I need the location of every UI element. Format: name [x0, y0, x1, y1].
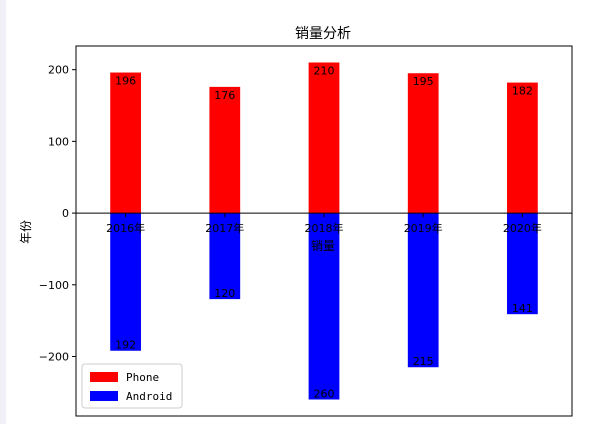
- legend-swatch-phone: [90, 372, 118, 382]
- data-label-phone-1: 176: [214, 89, 235, 102]
- x-axis-label: 销量: [311, 239, 335, 253]
- y-tick-label-3: −100: [39, 279, 69, 292]
- x-tick-label-2: 2018年: [305, 221, 344, 235]
- bar-android-3: [407, 213, 439, 368]
- data-label-phone-4: 182: [512, 85, 533, 98]
- legend-label-phone: Phone: [126, 371, 159, 384]
- plot-frame: [75, 45, 573, 417]
- data-label-phone-0: 196: [115, 75, 136, 88]
- x-tick-label-3: 2019年: [404, 221, 443, 235]
- legend-label-android: Android: [126, 390, 172, 403]
- bar-android-2: [308, 213, 340, 400]
- data-label-android-2: 260: [314, 388, 335, 401]
- bar-phone-4: [507, 82, 538, 214]
- bar-android-1: [209, 213, 241, 300]
- data-label-android-1: 120: [214, 287, 235, 300]
- data-label-android-4: 141: [512, 302, 533, 315]
- bar-android-0: [110, 213, 141, 351]
- y-tick-label-0: 200: [48, 64, 69, 77]
- plot-area: 196 176 210 195 182 192 120 260 215 141 2016年 2017年…: [39, 45, 573, 417]
- y-tick-label-2: 0: [62, 207, 69, 220]
- legend: Phone Android: [81, 363, 183, 409]
- bar-phone-3: [407, 73, 439, 214]
- chart-title: 销量分析: [295, 26, 351, 42]
- data-label-phone-2: 210: [314, 64, 335, 77]
- x-tick-label-1: 2017年: [205, 221, 244, 235]
- y-tick-label-1: 100: [48, 135, 69, 148]
- x-tick-label-0: 2016年: [106, 221, 145, 235]
- x-tick-label-4: 2020年: [503, 221, 542, 235]
- window-edge: [0, 0, 6, 424]
- y-tick-label-4: −200: [39, 350, 69, 363]
- bar-phone-0: [110, 72, 141, 214]
- bar-android-4: [507, 213, 538, 315]
- y-axis-label: 年份: [19, 220, 33, 244]
- data-label-android-0: 192: [115, 339, 136, 352]
- bar-phone-1: [209, 86, 241, 214]
- data-label-android-3: 215: [413, 355, 434, 368]
- legend-swatch-android: [90, 391, 118, 401]
- data-label-phone-3: 195: [413, 75, 434, 88]
- bar-phone-2: [308, 62, 340, 214]
